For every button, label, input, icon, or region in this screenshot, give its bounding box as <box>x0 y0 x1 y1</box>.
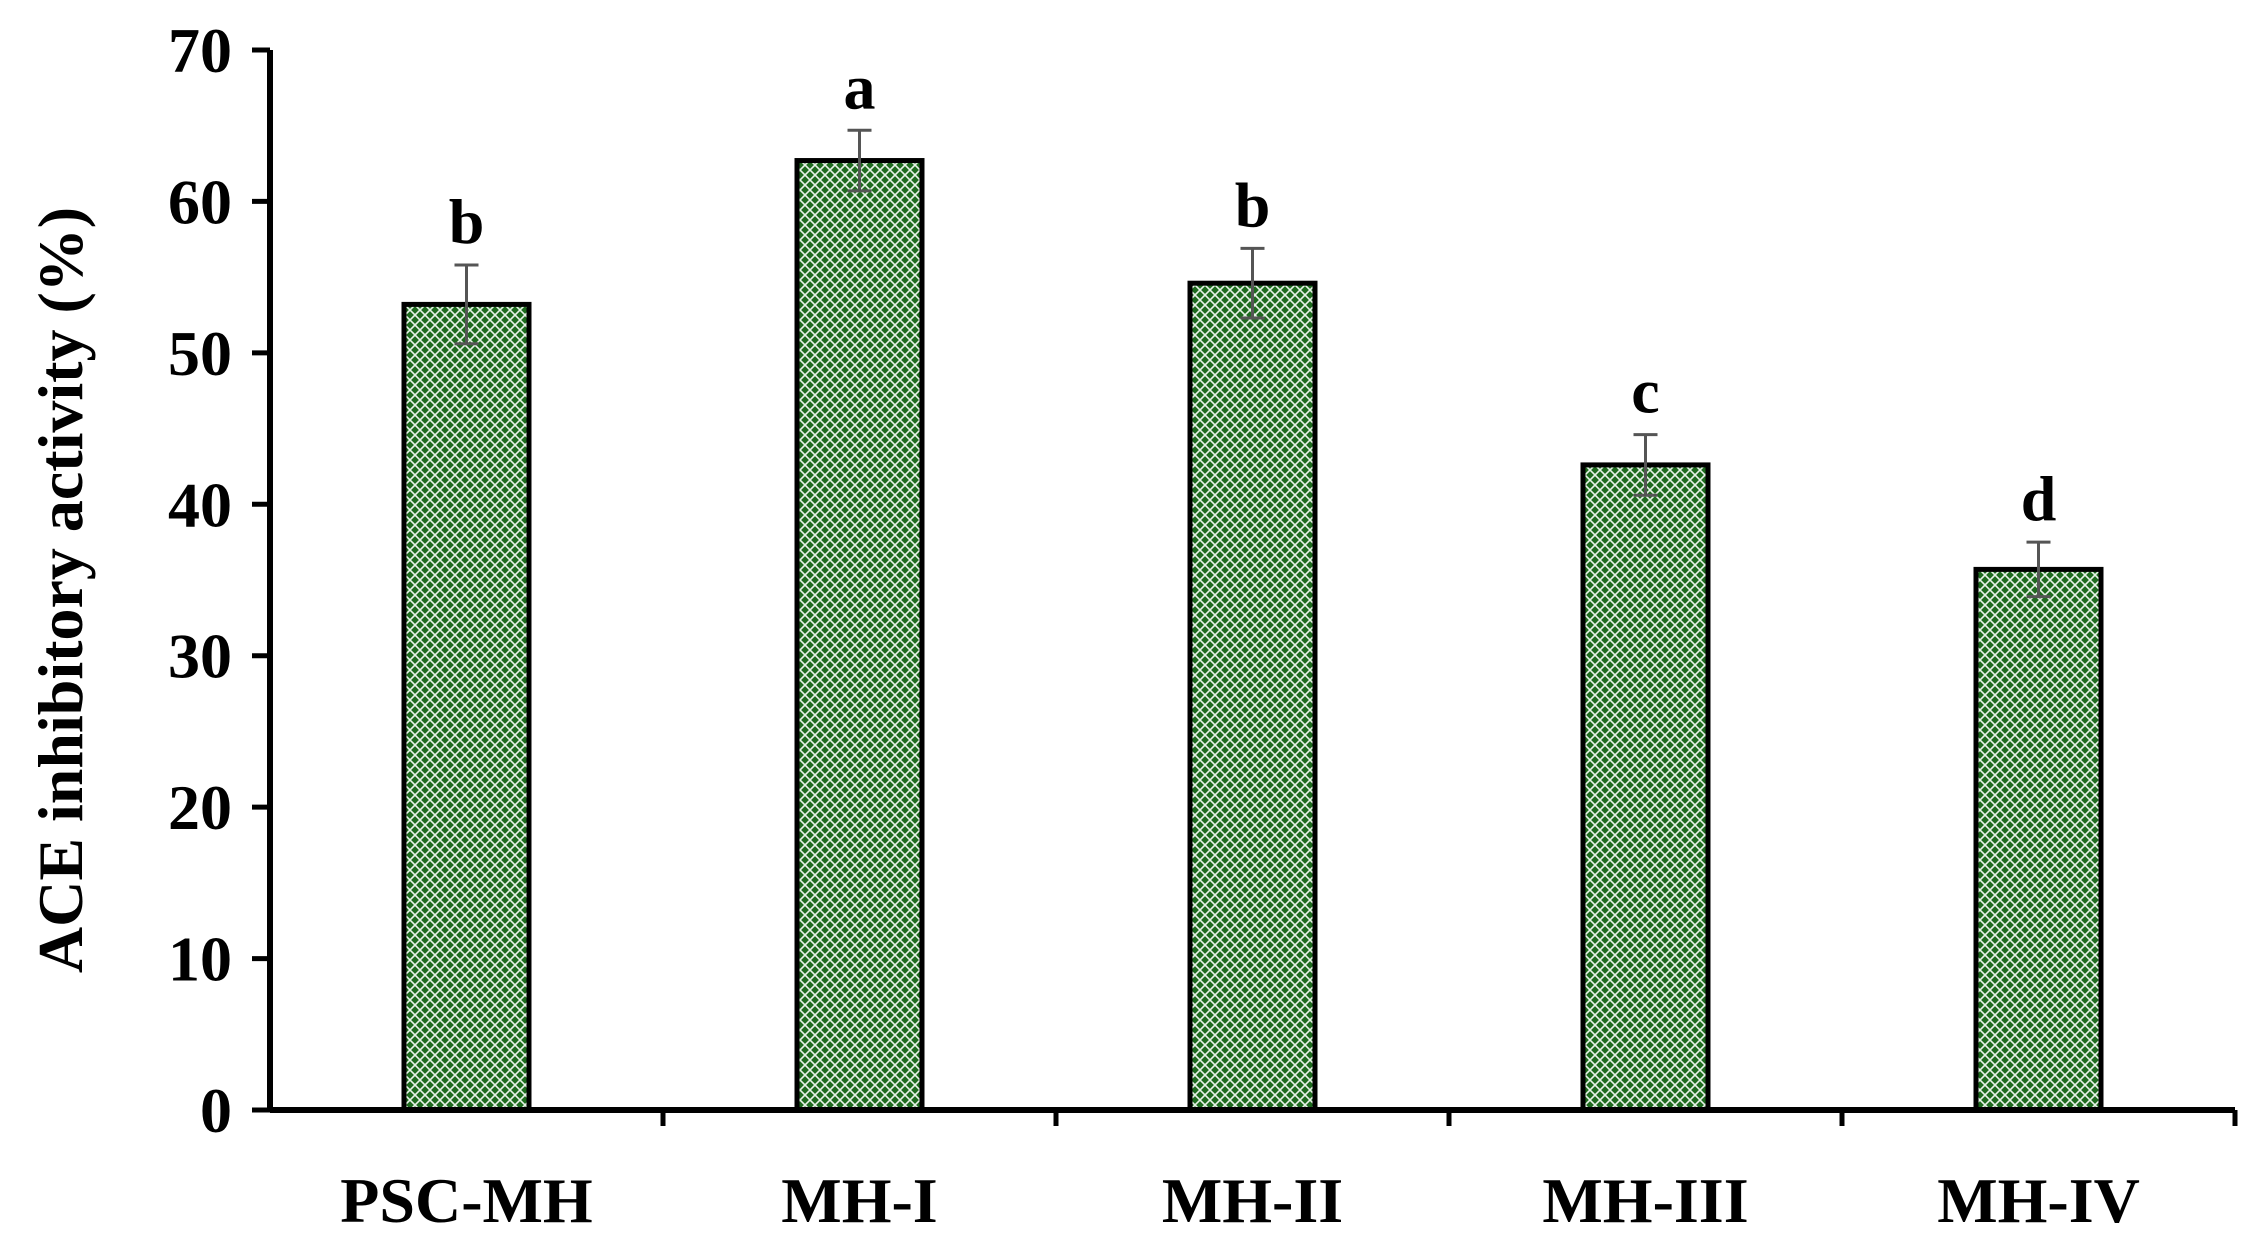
bar <box>1973 566 2104 1113</box>
x-tick-label: PSC-MH <box>340 1165 592 1236</box>
bar <box>401 301 532 1113</box>
significance-letter: b <box>449 186 485 257</box>
y-tick-label: 0 <box>200 1075 232 1146</box>
significance-letter: c <box>1631 356 1659 427</box>
y-axis-title: ACE inhibitory activity (%) <box>25 207 96 973</box>
error-bar <box>454 263 479 346</box>
error-bar <box>1633 433 1658 497</box>
y-tick-label: 10 <box>168 924 232 995</box>
significance-letter: d <box>2021 463 2057 534</box>
y-tick-label: 70 <box>168 15 232 86</box>
bar <box>1187 280 1318 1113</box>
x-tick-label: MH-III <box>1542 1165 1748 1236</box>
bar <box>794 158 925 1113</box>
y-tick-label: 20 <box>168 772 232 843</box>
error-bar <box>1240 246 1265 320</box>
y-tick-label: 30 <box>168 621 232 692</box>
y-tick-label: 50 <box>168 318 232 389</box>
y-tick-label: 60 <box>168 166 232 237</box>
significance-letter: a <box>844 51 876 122</box>
x-tick-label: MH-I <box>781 1165 937 1236</box>
x-tick-label: MH-IV <box>1937 1165 2140 1236</box>
x-tick-label: MH-II <box>1162 1165 1343 1236</box>
y-tick-label: 40 <box>168 469 232 540</box>
significance-letter: b <box>1235 169 1271 240</box>
bar <box>1580 462 1711 1113</box>
error-bar <box>847 128 872 193</box>
error-bar <box>2026 540 2051 599</box>
